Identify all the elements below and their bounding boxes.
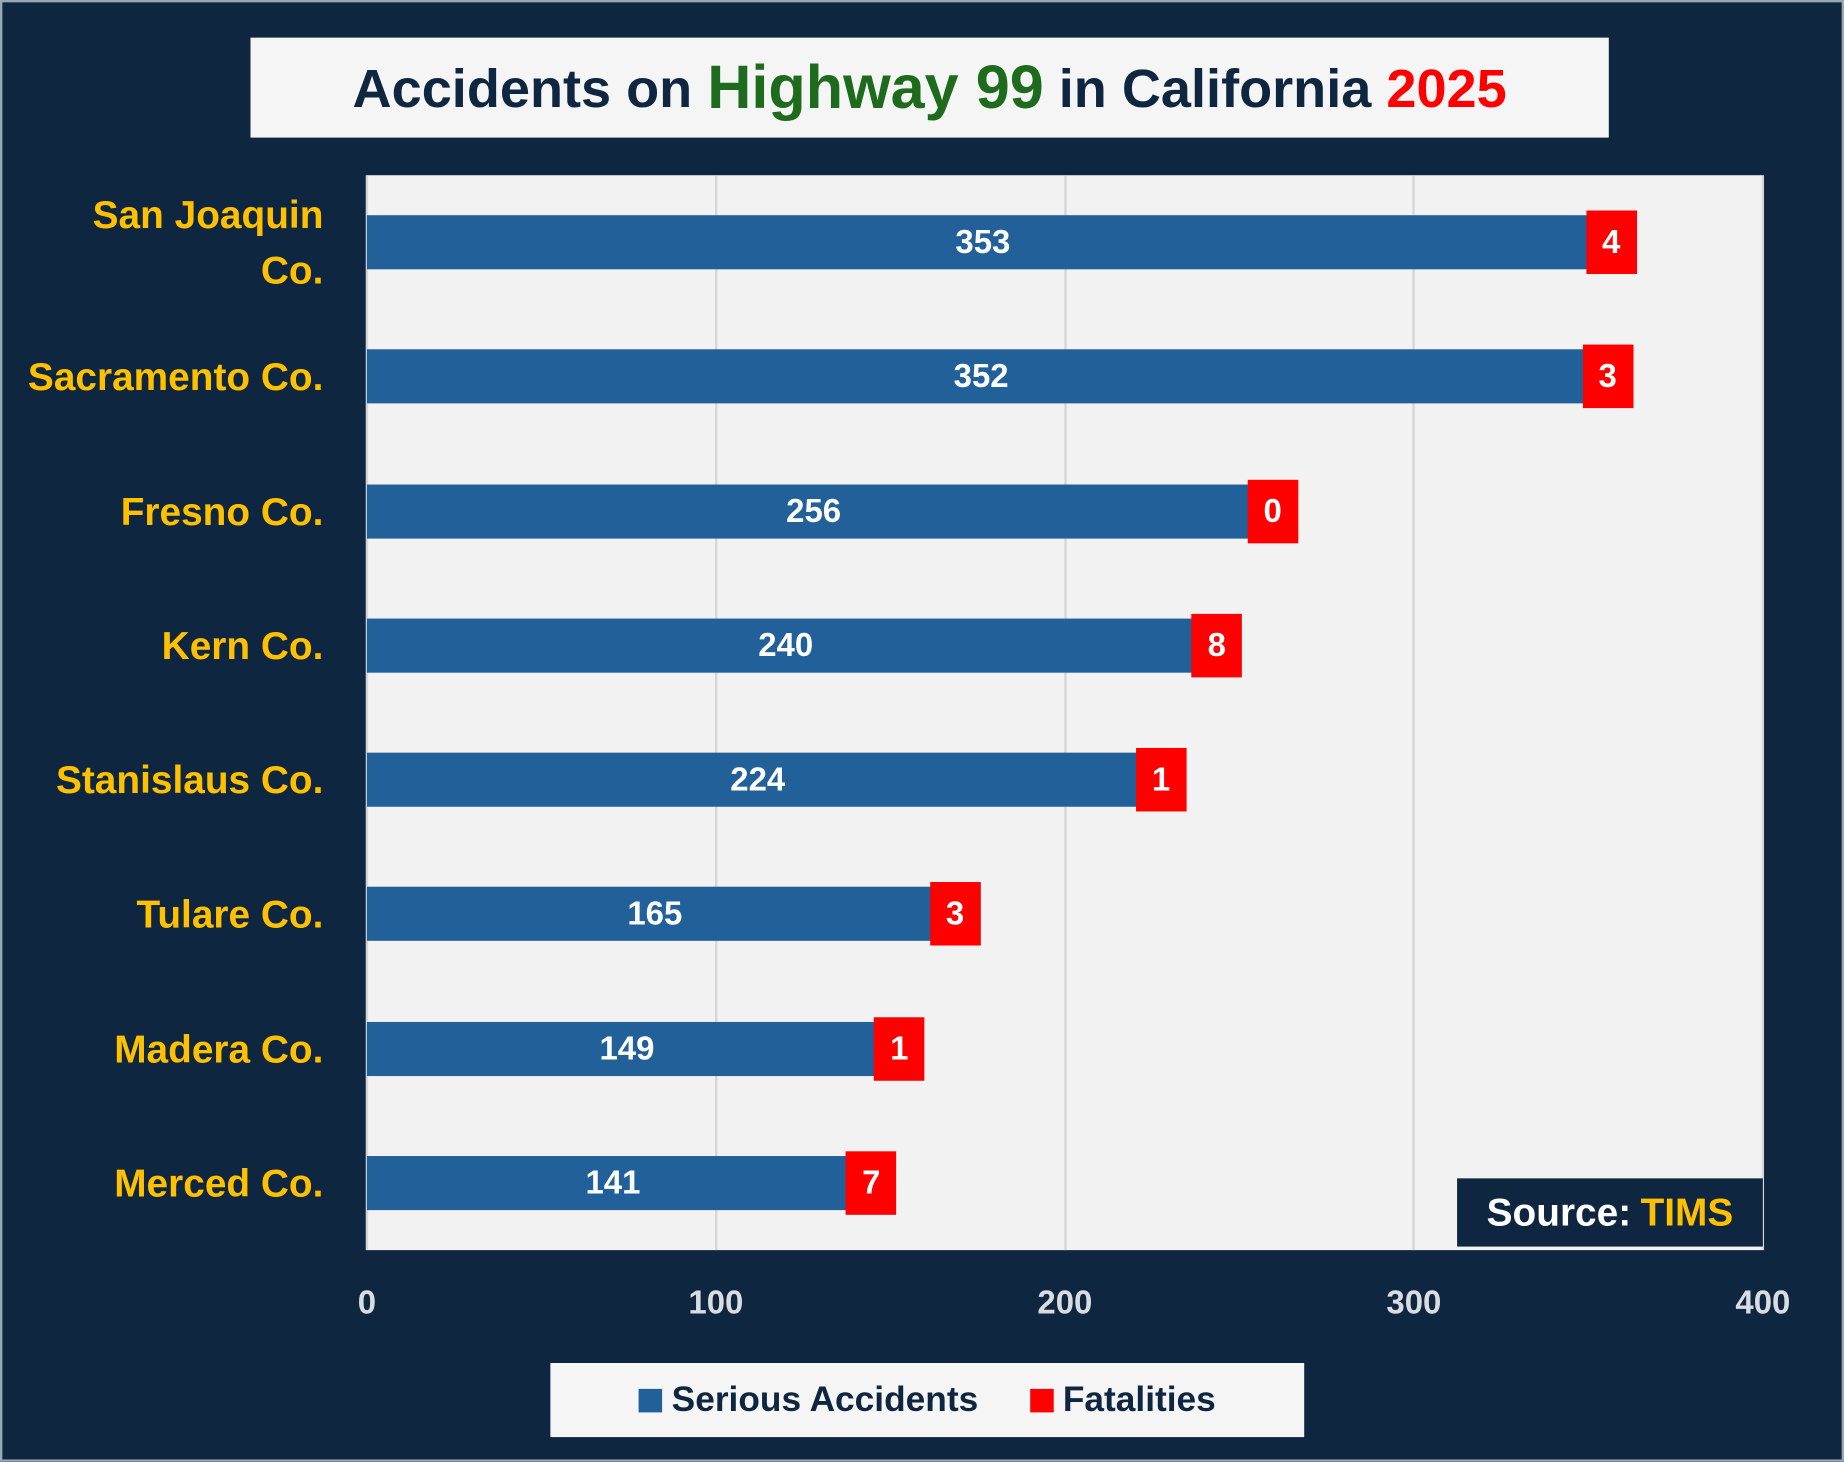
bar-data-label: 149 [599, 1029, 655, 1067]
fatalities-label: 8 [1191, 613, 1243, 678]
gridline [1412, 175, 1416, 1251]
category-label: Tulare Co. [136, 892, 324, 936]
source-value: TIMS [1640, 1190, 1734, 1234]
plot-area: 353 4 352 3 256 0 240 8 224 1 165 3 149 1 141 7 [365, 175, 1765, 1251]
gridline [1063, 175, 1067, 1251]
bar-serious-accidents: 352 [366, 349, 1596, 404]
legend-item-fatalities: Fatalities [1029, 1380, 1216, 1420]
category-label: Kern Co. [161, 623, 324, 668]
legend: Serious Accidents Fatalities [550, 1363, 1305, 1438]
source-note: Source: TIMS [1457, 1178, 1763, 1247]
bar-serious-accidents: 224 [366, 752, 1149, 807]
gridline [1761, 175, 1765, 1251]
gridline [714, 175, 718, 1251]
x-tick-label: 400 [1735, 1284, 1791, 1321]
category-label: Fresno Co. [120, 489, 324, 533]
bar-serious-accidents: 240 [366, 618, 1205, 673]
source-label: Source: [1486, 1190, 1632, 1234]
bar-data-label: 141 [585, 1164, 641, 1201]
category-label: Madera Co. [114, 1026, 324, 1071]
fatalities-label: 0 [1247, 479, 1298, 543]
bar-data-label: 256 [786, 492, 842, 529]
chart-title: Accidents on Highway 99 in California 20… [250, 37, 1609, 138]
bar-data-label: 353 [955, 223, 1011, 261]
title-year: 2025 [1386, 57, 1507, 119]
fatalities-label: 4 [1585, 210, 1637, 275]
fatalities-label: 1 [1135, 748, 1187, 812]
fatalities-label: 3 [1582, 345, 1633, 409]
category-label: Sacramento Co. [27, 355, 324, 399]
title-highlight: Highway 99 [707, 53, 1044, 122]
gridline [365, 175, 369, 1251]
x-tick-label: 0 [357, 1284, 377, 1321]
category-label: San Joaquin Co. [92, 193, 324, 292]
x-tick-label: 200 [1037, 1284, 1093, 1321]
bar-serious-accidents: 149 [366, 1021, 887, 1076]
bar-serious-accidents: 141 [366, 1155, 859, 1210]
legend-label: Fatalities [1062, 1380, 1216, 1419]
category-label: Merced Co. [114, 1161, 324, 1205]
title-text: Accidents on [352, 57, 708, 119]
bar-data-label: 240 [758, 626, 814, 664]
bar-data-label: 165 [627, 895, 683, 932]
legend-item-serious: Serious Accidents [638, 1380, 979, 1420]
bar-serious-accidents: 256 [366, 484, 1261, 539]
bar-data-label: 352 [953, 357, 1009, 395]
bar-serious-accidents: 165 [366, 887, 943, 942]
x-tick-label: 300 [1386, 1284, 1442, 1321]
bar-serious-accidents: 353 [366, 215, 1599, 270]
fatalities-label: 1 [873, 1016, 925, 1081]
legend-swatch-fatalities [1029, 1388, 1054, 1412]
fatalities-label: 3 [929, 882, 981, 946]
legend-label: Serious Accidents [671, 1380, 979, 1419]
title-text-2: in California [1043, 57, 1387, 119]
fatalities-label: 7 [846, 1151, 897, 1215]
bar-data-label: 224 [730, 761, 786, 798]
x-tick-label: 100 [688, 1284, 744, 1321]
category-label: Stanislaus Co. [55, 758, 324, 802]
legend-swatch-serious [638, 1388, 663, 1412]
